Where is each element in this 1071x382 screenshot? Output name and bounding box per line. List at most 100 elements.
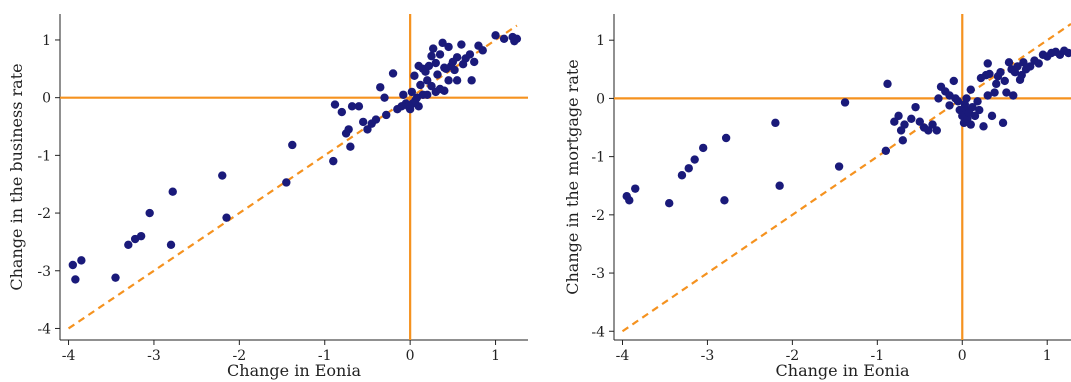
data-point [416, 80, 425, 90]
data-point [962, 94, 971, 103]
data-point [1009, 91, 1018, 100]
data-point [1019, 58, 1028, 67]
x-tick-label: -4 [62, 348, 76, 364]
data-point [329, 156, 338, 166]
data-point [452, 76, 462, 85]
data-point [465, 50, 475, 59]
scatter-panel-mortgage-rate: -4 -3 -2 -1 0 1 -4 -3 -2 -1 0 1 Change in Eonia Chang… [563, 14, 1071, 380]
x-tick-label: 0 [958, 348, 967, 364]
data-point [881, 146, 891, 156]
data-point [347, 102, 357, 111]
data-point [423, 76, 432, 85]
y-tick-label: 0 [596, 91, 605, 107]
data-point [900, 120, 909, 129]
data-point [68, 260, 78, 270]
x-tick-label: -1 [318, 348, 332, 364]
x-axis-label: Change in Eonia [776, 361, 910, 380]
data-point [427, 51, 436, 61]
data-point [337, 107, 347, 117]
data-point [452, 53, 462, 62]
plot-area [60, 14, 528, 340]
y-tick-label: 1 [42, 33, 51, 49]
data-point [983, 91, 992, 100]
data-point [427, 81, 436, 91]
data-point [915, 117, 924, 126]
x-tick-label: 0 [406, 348, 415, 364]
data-point [457, 40, 466, 49]
data-point [124, 240, 133, 249]
data-point [698, 143, 708, 153]
data-point [771, 118, 780, 128]
data-point [775, 181, 784, 190]
data-point [677, 171, 687, 180]
data-point [414, 102, 423, 111]
y-tick-label: -1 [591, 150, 605, 166]
y-tick-label: -3 [37, 264, 51, 280]
y-tick-label: -4 [591, 324, 605, 340]
data-point [1026, 62, 1035, 71]
data-point [1000, 76, 1009, 86]
data-point [973, 97, 982, 106]
data-point [218, 171, 227, 180]
data-point [388, 69, 398, 78]
data-point [478, 46, 487, 55]
y-tick-label: -4 [37, 321, 51, 337]
data-point [979, 122, 988, 131]
data-point [222, 213, 231, 222]
y-axis-label: Change in the business rate [7, 63, 26, 290]
x-tick-label: -2 [786, 348, 800, 364]
x-tick-label: -4 [616, 348, 630, 364]
y-axis-label: Change in the mortgage rate [563, 59, 582, 295]
data-point [1004, 58, 1014, 67]
data-point [990, 88, 999, 97]
data-point [491, 31, 500, 40]
data-point [444, 76, 453, 85]
data-point [894, 111, 903, 121]
data-point [840, 98, 850, 107]
data-point [924, 126, 933, 135]
data-point [288, 140, 297, 150]
data-point [945, 91, 954, 100]
x-tick-label: -3 [147, 348, 161, 364]
data-point [631, 184, 640, 193]
data-point [438, 38, 447, 48]
data-point [431, 58, 440, 68]
x-axis-label: Change in Eonia [227, 361, 361, 380]
data-point [382, 110, 391, 120]
data-point [407, 87, 417, 97]
data-point [346, 142, 355, 151]
data-point [945, 101, 954, 110]
data-point [987, 111, 997, 121]
data-point [111, 273, 120, 282]
data-point [499, 34, 509, 44]
data-point [429, 44, 438, 53]
data-point [968, 102, 977, 112]
x-tick-label: 1 [1043, 348, 1052, 364]
data-point [410, 71, 419, 80]
data-point [376, 83, 385, 92]
data-point [665, 198, 674, 208]
data-point [911, 102, 920, 112]
data-point [928, 120, 937, 129]
data-point [690, 155, 699, 164]
data-point [71, 275, 80, 284]
y-tick-label: -1 [37, 148, 51, 164]
y-tick-label: 0 [42, 91, 51, 107]
data-point [625, 196, 634, 205]
data-point [423, 90, 432, 99]
data-point [166, 240, 176, 249]
data-point [450, 65, 459, 75]
data-point [834, 162, 844, 171]
data-point [720, 196, 729, 205]
data-point [953, 97, 963, 106]
data-point [983, 59, 992, 68]
data-point [433, 70, 442, 79]
data-point [907, 114, 916, 123]
data-point [684, 164, 693, 173]
data-point [380, 93, 389, 102]
data-point [890, 117, 899, 126]
data-point [985, 69, 994, 79]
data-point [992, 79, 1001, 89]
diagonal-45-degree-line [621, 22, 1071, 333]
